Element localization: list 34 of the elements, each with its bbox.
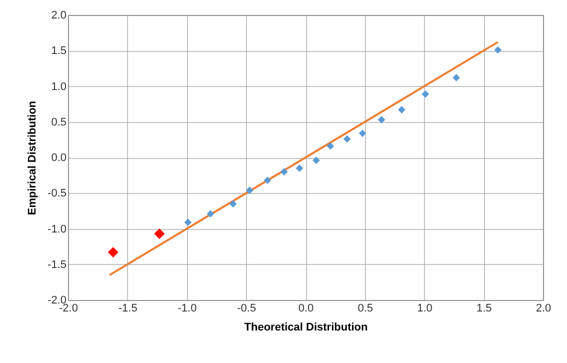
x-tick-label: 0.0 — [298, 302, 314, 314]
y-tick-label: 0.5 — [51, 116, 66, 128]
point — [108, 247, 118, 258]
x-tick-label: 1.5 — [476, 302, 492, 314]
point — [326, 142, 334, 150]
y-tick-label: 0.0 — [51, 152, 66, 164]
x-tick-label: -1.5 — [118, 302, 138, 314]
y-axis-title: Empirical Distribution — [26, 100, 39, 216]
y-tick-label: -1.0 — [48, 223, 66, 236]
y-tick-label: -0.5 — [48, 188, 66, 200]
point — [398, 106, 406, 114]
x-tick-label: -0.5 — [237, 302, 256, 314]
point — [280, 168, 288, 176]
x-tick-label: -1.0 — [178, 302, 197, 314]
x-tick-label: 1.0 — [417, 302, 432, 314]
y-tick-label: 1.0 — [51, 80, 66, 93]
x-tick-label: 2.0 — [536, 302, 552, 314]
point — [452, 74, 460, 82]
x-tick-label: -2.0 — [59, 302, 78, 314]
point — [184, 218, 192, 226]
x-tick-label: 0.5 — [358, 302, 374, 314]
point — [229, 200, 237, 208]
y-tick-label: -1.5 — [48, 258, 66, 271]
point — [312, 156, 320, 164]
x-axis-title: Theoretical Distribution — [244, 322, 368, 334]
point — [343, 135, 351, 143]
point — [154, 228, 165, 239]
point — [246, 186, 254, 194]
point — [494, 46, 502, 54]
y-tick-label: 2.0 — [51, 10, 66, 22]
y-tick-label: 1.5 — [51, 45, 66, 58]
point — [422, 90, 430, 98]
point — [264, 176, 272, 184]
point — [296, 164, 304, 172]
